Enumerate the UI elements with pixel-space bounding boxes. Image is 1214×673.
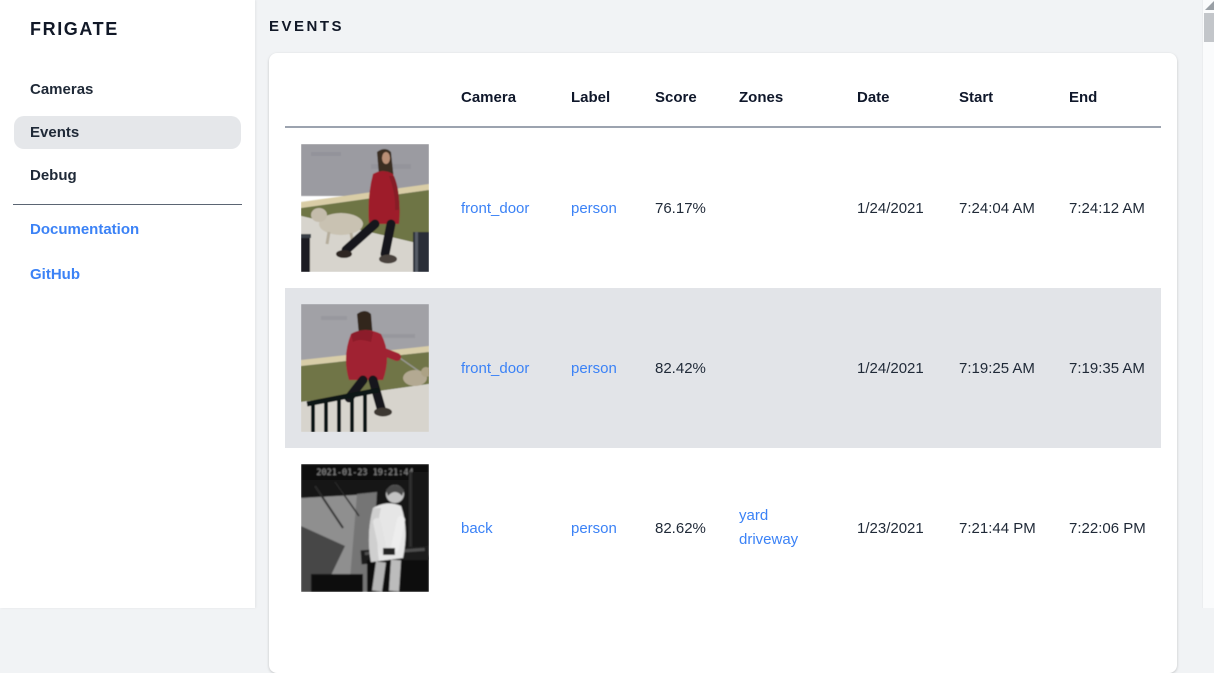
event-start-time: 7:24:04 AM <box>959 199 1035 217</box>
scroll-up-icon[interactable] <box>1205 1 1214 10</box>
zone-link[interactable]: driveway <box>739 531 799 548</box>
event-label-cell: person <box>555 127 639 288</box>
label-link[interactable]: person <box>571 199 617 217</box>
column-header-zones: Zones <box>723 53 841 128</box>
event-end-time: 7:22:06 PM <box>1069 519 1146 537</box>
event-camera-cell: front_door <box>445 288 555 448</box>
event-zones-cell <box>723 127 841 288</box>
event-camera-cell: front_door <box>445 127 555 288</box>
event-date: 1/23/2021 <box>857 519 924 537</box>
github-link[interactable]: GitHub <box>30 266 80 283</box>
event-thumbnail[interactable] <box>301 304 429 432</box>
event-thumbnail[interactable] <box>301 144 429 272</box>
event-row-selected[interactable]: front_door person 82.42% 1/24/2021 7:19:… <box>285 288 1161 448</box>
label-link[interactable]: person <box>571 359 617 377</box>
column-header-date: Date <box>841 53 943 128</box>
column-header-score: Score <box>639 53 723 128</box>
sidebar-nav: Cameras Events Debug <box>0 73 255 192</box>
event-thumbnail[interactable]: 2021-01-23 19:21:44 <box>301 464 429 592</box>
event-label-cell: person <box>555 288 639 448</box>
event-score: 82.62% <box>655 519 706 537</box>
event-score: 76.17% <box>655 199 706 217</box>
event-start-time: 7:19:25 AM <box>959 359 1035 377</box>
column-header-end: End <box>1053 53 1161 128</box>
event-thumbnail-cell[interactable] <box>285 288 445 448</box>
sidebar: FRIGATE Cameras Events Debug Documentati… <box>0 0 255 608</box>
event-date: 1/24/2021 <box>857 199 924 217</box>
event-zones-cell: yard driveway <box>723 448 841 608</box>
event-start-time: 7:21:44 PM <box>959 519 1036 537</box>
camera-link[interactable]: front_door <box>461 199 530 217</box>
event-row[interactable]: front_door person 76.17% 1/24/2021 7:24:… <box>285 127 1161 288</box>
event-date: 1/24/2021 <box>857 359 924 377</box>
event-end-time: 7:19:35 AM <box>1069 359 1145 377</box>
table-header-row: Camera Label Score Zones Date Start End <box>285 53 1161 128</box>
app-logo: FRIGATE <box>30 19 119 39</box>
event-label-cell: person <box>555 448 639 608</box>
column-header-label: Label <box>555 53 639 128</box>
event-thumbnail-cell[interactable]: 2021-01-23 19:21:44 <box>285 448 445 608</box>
page-title: EVENTS <box>269 18 345 35</box>
scrollbar[interactable] <box>1202 0 1214 608</box>
event-camera-cell: back <box>445 448 555 608</box>
event-row[interactable]: 2021-01-23 19:21:44 <box>285 448 1161 608</box>
sidebar-item-debug[interactable]: Debug <box>30 167 77 184</box>
thumbnail-timestamp-overlay: 2021-01-23 19:21:44 <box>316 468 413 478</box>
scrollbar-thumb[interactable] <box>1204 13 1214 42</box>
column-header-thumbnail <box>285 53 445 128</box>
camera-link[interactable]: back <box>461 519 493 537</box>
documentation-link[interactable]: Documentation <box>30 221 140 238</box>
sidebar-item-events[interactable]: Events <box>14 116 241 149</box>
camera-link[interactable]: front_door <box>461 359 530 377</box>
sidebar-external-links: Documentation GitHub <box>0 205 255 283</box>
events-table: Camera Label Score Zones Date Start End <box>285 53 1161 608</box>
main-content: EVENTS Camera Label Score Zones Date Sta… <box>255 0 1204 673</box>
event-score: 82.42% <box>655 359 706 377</box>
event-thumbnail-cell[interactable] <box>285 127 445 288</box>
event-end-time: 7:24:12 AM <box>1069 199 1145 217</box>
events-card: Camera Label Score Zones Date Start End <box>269 53 1177 673</box>
sidebar-item-cameras[interactable]: Cameras <box>30 81 94 98</box>
label-link[interactable]: person <box>571 519 617 537</box>
event-zones-cell <box>723 288 841 448</box>
sidebar-divider <box>13 204 242 205</box>
zone-link[interactable]: yard <box>739 507 769 524</box>
column-header-start: Start <box>943 53 1053 128</box>
column-header-camera: Camera <box>445 53 555 128</box>
